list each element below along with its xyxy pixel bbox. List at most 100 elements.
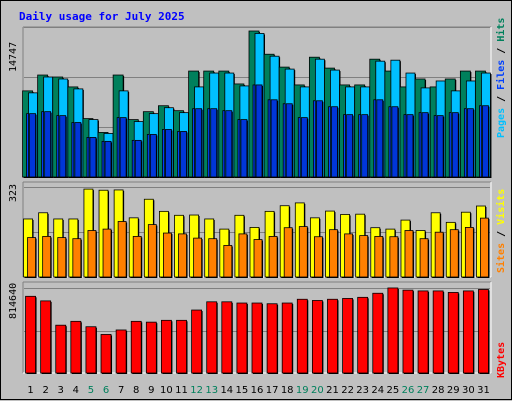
hits-ymax-label: 14747	[8, 41, 19, 72]
files-front-bar	[285, 103, 293, 178]
sites-bar	[147, 224, 157, 278]
kbytes-bar	[432, 290, 444, 374]
x-tick-label: 21	[326, 385, 339, 396]
kbytes-bar	[236, 302, 248, 374]
sites-bar	[208, 238, 218, 278]
files-front-bar	[421, 112, 429, 178]
x-tick-label: 27	[417, 385, 430, 396]
kbytes-bar	[327, 298, 338, 374]
files-front-bar	[315, 100, 323, 178]
x-tick-label: 16	[251, 385, 264, 396]
kbytes-bar	[387, 287, 399, 374]
sites-bar	[72, 238, 82, 278]
sites-bar	[298, 226, 308, 278]
hits-legend-part: Hits	[496, 17, 507, 42]
files-front-bar	[376, 99, 384, 178]
kbytes-bar	[266, 303, 278, 374]
x-tick-label: 22	[341, 385, 354, 396]
sites-bar	[57, 237, 67, 278]
x-tick-label: 7	[118, 385, 124, 396]
files-front-bar	[255, 84, 263, 178]
files-front-bar	[104, 140, 112, 178]
files-front-bar	[331, 106, 338, 178]
kbytes-bar	[462, 290, 474, 374]
sites-bar	[193, 237, 203, 278]
files-front-bar	[119, 117, 127, 178]
kbytes-bar	[251, 302, 263, 374]
x-tick-label: 4	[73, 385, 79, 396]
kbytes-bar	[176, 319, 187, 374]
files-front-bar	[29, 113, 36, 178]
kbytes-bar	[281, 302, 293, 374]
kbytes-bar	[447, 292, 459, 374]
files-front-bar	[149, 134, 157, 178]
kbytes-bar	[145, 321, 157, 374]
sites-bar	[449, 229, 459, 278]
x-tick-label: 28	[432, 385, 445, 396]
x-tick-label: 15	[236, 385, 249, 396]
sites-bar	[404, 230, 414, 278]
kbytes-bar	[478, 289, 489, 374]
sites-bar	[283, 227, 293, 278]
files-front-bar	[74, 122, 82, 178]
hits-legend-part: Files	[496, 59, 507, 90]
sites-bar	[223, 245, 233, 278]
sites-legend: Sites / Visits	[496, 189, 507, 273]
kbytes-bar	[372, 292, 384, 374]
kbytes-legend-part: KBytes	[496, 341, 507, 378]
x-tick-label: 8	[133, 385, 139, 396]
files-front-bar	[406, 114, 414, 178]
files-front-bar	[89, 136, 97, 178]
kbytes-bar	[221, 301, 233, 374]
sites-bar	[27, 237, 36, 278]
kbytes-bar	[161, 319, 172, 374]
sites-legend-part: /	[496, 224, 507, 243]
files-front-bar	[225, 110, 233, 178]
x-tick-label: 1	[27, 385, 33, 396]
x-tick-label: 26	[402, 385, 415, 396]
files-front-bar	[210, 108, 218, 178]
files-front-bar	[180, 131, 187, 178]
sites-bar	[163, 232, 172, 278]
kbytes-bar	[191, 309, 203, 374]
x-tick-label: 3	[58, 385, 64, 396]
files-front-bar	[165, 129, 172, 178]
sites-legend-part: Sites	[496, 242, 507, 273]
sites-bar	[268, 236, 278, 278]
sites-bar	[87, 230, 97, 278]
kbytes-bar	[311, 300, 323, 374]
x-tick-label: 9	[148, 385, 154, 396]
kbytes-bar	[296, 298, 308, 374]
kbytes-bar	[417, 290, 429, 374]
kbytes-bar	[85, 326, 97, 374]
files-front-bar	[59, 115, 67, 178]
x-tick-label: 14	[220, 385, 233, 396]
files-front-bar	[436, 115, 444, 178]
hits-legend-part: /	[496, 89, 507, 108]
hits-legend-part: Pages	[496, 107, 507, 138]
x-tick-label: 20	[311, 385, 324, 396]
x-tick-label: 29	[447, 385, 460, 396]
files-front-bar	[466, 108, 474, 178]
sites-ymax-label: 323	[8, 184, 19, 203]
kbytes-bar	[55, 324, 67, 374]
x-tick-label: 18	[281, 385, 294, 396]
kbytes-bar	[130, 320, 142, 374]
sites-bar	[42, 236, 52, 278]
sites-bar	[178, 233, 187, 278]
sites-bar	[480, 217, 489, 278]
sites-bar	[329, 229, 338, 278]
files-front-bar	[482, 105, 489, 178]
sites-bar	[419, 238, 429, 278]
x-tick-label: 11	[175, 385, 188, 396]
sites-bar	[389, 236, 399, 278]
sites-bar	[344, 233, 353, 278]
sites-bar	[253, 239, 263, 278]
sites-bar	[132, 236, 142, 278]
x-tick-label: 24	[371, 385, 384, 396]
kbytes-bar	[402, 289, 414, 374]
kbytes-bar	[357, 296, 369, 374]
kbytes-legend: KBytes	[496, 342, 507, 378]
